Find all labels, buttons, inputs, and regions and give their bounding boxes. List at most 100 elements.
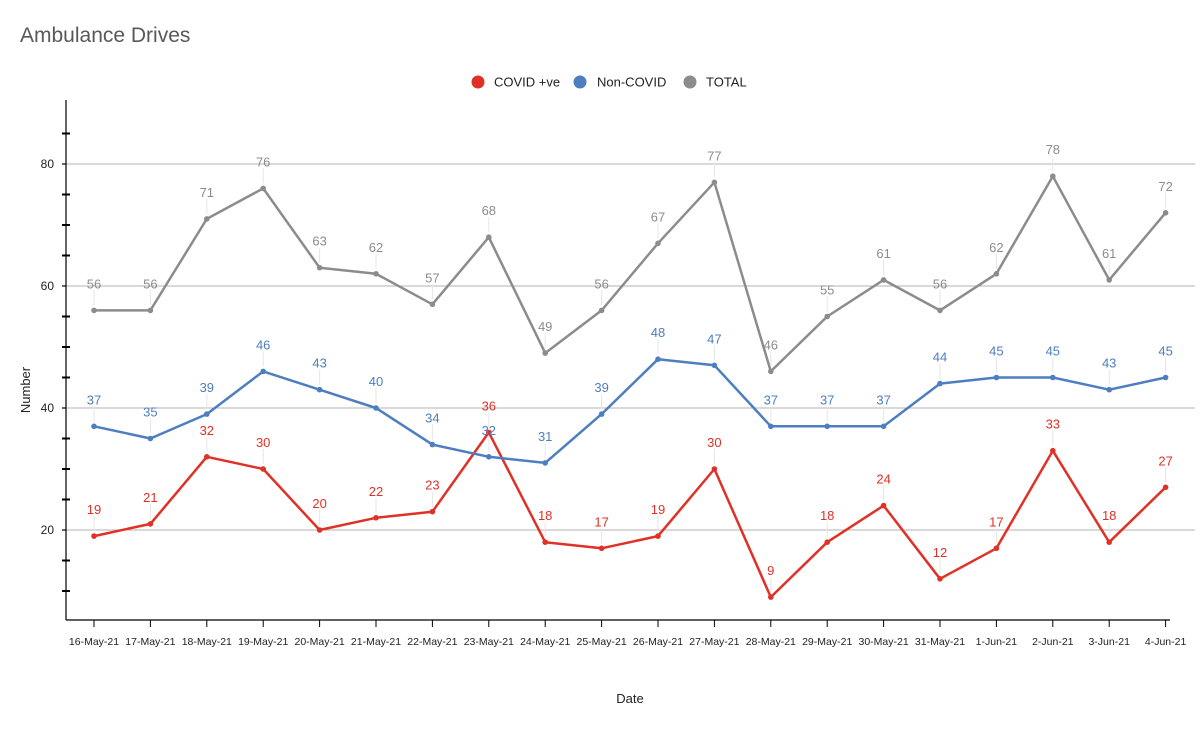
data-point-non-covid — [316, 386, 323, 393]
data-label-non-covid: 44 — [933, 350, 947, 365]
series-lines — [91, 173, 1169, 600]
data-point-total — [1162, 210, 1169, 216]
data-label-non-covid: 45 — [1158, 344, 1172, 359]
x-tick-label: 18-May-21 — [182, 636, 232, 648]
x-tick-label: 21-May-21 — [351, 636, 401, 648]
data-point-non-covid — [486, 454, 492, 460]
data-point-covid-ve — [373, 515, 379, 521]
data-point-non-covid — [880, 423, 887, 430]
data-point-covid-ve — [429, 508, 436, 515]
data-label-non-covid: 45 — [989, 344, 1003, 359]
data-point-total — [147, 307, 154, 314]
data-point-non-covid — [1050, 374, 1056, 381]
data-label-total: 72 — [1158, 179, 1172, 194]
data-point-total — [91, 307, 97, 314]
data-point-non-covid — [937, 380, 943, 387]
data-point-total — [880, 277, 887, 283]
data-label-covid-ve: 36 — [482, 398, 496, 413]
data-point-covid-ve — [260, 466, 267, 472]
y-axis-title: Number — [18, 366, 33, 413]
data-label-covid-ve: 24 — [876, 472, 890, 487]
data-label-covid-ve: 19 — [651, 502, 665, 517]
legend-marker-covid-ve — [471, 75, 485, 89]
data-point-non-covid — [1162, 374, 1169, 381]
data-point-non-covid — [204, 411, 210, 417]
legend-label-total: TOTAL — [706, 75, 747, 90]
y-tick-label-60: 60 — [41, 279, 55, 293]
x-tick-label: 24-May-21 — [520, 636, 570, 648]
data-label-covid-ve: 18 — [820, 508, 834, 523]
data-label-covid-ve: 23 — [425, 478, 439, 493]
data-point-non-covid — [1106, 386, 1112, 393]
series-line-total — [94, 174, 1167, 373]
data-point-non-covid — [373, 405, 379, 411]
data-label-covid-ve: 30 — [707, 435, 721, 450]
data-label-covid-ve: 18 — [1102, 508, 1116, 523]
data-label-total: 62 — [989, 240, 1003, 255]
series-line-covid-ve — [93, 431, 1167, 599]
data-point-total — [937, 307, 943, 314]
data-label-non-covid: 39 — [594, 380, 608, 395]
data-label-covid-ve: 21 — [143, 490, 157, 505]
data-label-total: 56 — [87, 276, 101, 291]
data-point-covid-ve — [1162, 484, 1169, 491]
x-tick-label: 16-May-21 — [69, 636, 119, 648]
data-label-total: 46 — [764, 337, 778, 352]
legend: COVID +ve Non-COVID TOTAL — [471, 75, 747, 90]
data-label-non-covid: 35 — [143, 405, 157, 420]
data-label-total: 56 — [933, 276, 947, 291]
data-label-total: 71 — [200, 185, 214, 200]
data-label-covid-ve: 22 — [369, 484, 383, 499]
data-label-total: 56 — [143, 276, 157, 291]
data-point-non-covid — [768, 423, 774, 430]
data-label-non-covid: 45 — [1046, 344, 1060, 359]
data-label-total: 57 — [425, 270, 439, 285]
data-label-non-covid: 47 — [707, 331, 721, 346]
data-point-total — [1106, 277, 1112, 283]
data-point-non-covid — [598, 411, 605, 417]
data-point-non-covid — [429, 441, 436, 448]
data-point-covid-ve — [1050, 447, 1056, 454]
data-point-total — [542, 350, 548, 356]
x-tick-label: 19-May-21 — [238, 636, 288, 648]
x-tick-label: 27-May-21 — [689, 636, 739, 648]
y-tick-label-80: 80 — [41, 157, 55, 171]
data-label-non-covid: 34 — [425, 411, 439, 426]
data-label-total: 61 — [876, 246, 890, 261]
data-point-non-covid — [824, 423, 830, 430]
data-label-non-covid: 37 — [764, 392, 778, 407]
data-label-non-covid: 40 — [369, 374, 383, 389]
data-point-total — [768, 368, 774, 375]
data-label-non-covid: 43 — [1102, 356, 1116, 371]
data-point-non-covid — [91, 423, 97, 430]
axes: 20 40 60 80 16-May-21 17-May-21 18-May-21 19-Ma… — [18, 100, 1186, 706]
data-label-total: 63 — [312, 234, 326, 249]
data-label-covid-ve: 33 — [1046, 417, 1060, 432]
x-tick-label: 17-May-21 — [125, 636, 175, 648]
legend-label-covid-ve: COVID +ve — [494, 75, 560, 90]
y-tick-label-20: 20 — [41, 523, 55, 537]
data-point-non-covid — [542, 460, 548, 466]
x-tick-label: 29-May-21 — [802, 636, 852, 648]
data-label-non-covid: 37 — [820, 392, 834, 407]
data-label-total: 55 — [820, 283, 834, 298]
data-label-covid-ve: 19 — [87, 502, 101, 517]
data-label-non-covid: 31 — [538, 429, 552, 444]
data-point-total — [824, 313, 830, 320]
data-label-total: 62 — [369, 240, 383, 255]
data-label-non-covid: 37 — [87, 392, 101, 407]
data-label-covid-ve: 20 — [312, 496, 326, 511]
chart-title: Ambulance Drives — [20, 24, 191, 47]
data-point-covid-ve — [147, 521, 154, 527]
x-tick-label: 2-Jun-21 — [1032, 636, 1074, 648]
data-point-total — [204, 216, 210, 222]
data-label-non-covid: 32 — [482, 423, 496, 438]
data-point-covid-ve — [204, 454, 210, 460]
legend-label-non-covid: Non-COVID — [597, 75, 666, 90]
data-point-covid-ve — [824, 539, 830, 545]
data-label-covid-ve: 17 — [594, 514, 608, 529]
legend-marker-total — [683, 75, 697, 89]
x-tick-label: 26-May-21 — [633, 636, 683, 648]
data-point-covid-ve — [316, 527, 323, 533]
